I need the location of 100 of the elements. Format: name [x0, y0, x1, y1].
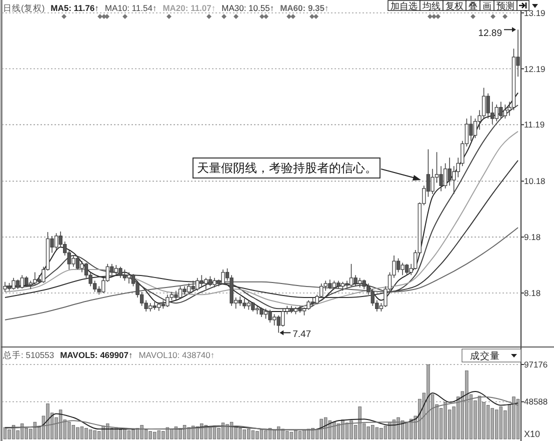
bar — [221, 422, 225, 440]
bar — [127, 430, 131, 440]
candlestick — [452, 166, 456, 194]
bar — [345, 422, 349, 440]
candlestick — [439, 166, 443, 192]
candlestick — [473, 118, 478, 139]
candlestick — [276, 314, 280, 334]
annotation: 成交量 — [470, 350, 500, 362]
toolbar-button: 预测 — [494, 0, 518, 11]
text: MA20: 11.07↑ — [162, 3, 216, 13]
toolbar-button: 画 — [480, 0, 494, 11]
candlestick — [16, 279, 20, 290]
y-tick-label: 8.18 — [524, 288, 541, 298]
bar — [306, 428, 310, 440]
bar — [182, 425, 186, 440]
bar — [80, 426, 84, 440]
candlestick — [486, 92, 490, 119]
y-tick-label: 97176 — [524, 359, 548, 370]
toolbar-button: 加自选 — [388, 0, 420, 11]
line-series — [4, 227, 518, 320]
candlestick — [20, 274, 24, 289]
candlestick — [268, 309, 272, 324]
bar — [384, 426, 388, 440]
candlestick — [204, 278, 208, 290]
y-tick-label: 11.19 — [524, 120, 545, 130]
candlestick — [443, 162, 448, 189]
bar — [33, 422, 37, 440]
candlestick — [251, 302, 255, 312]
text: MAVOL10: 438740↑ — [138, 350, 215, 360]
candlestick — [354, 274, 358, 287]
candlestick — [196, 278, 200, 292]
bar — [478, 396, 482, 440]
candlestick — [349, 264, 354, 287]
line-series — [4, 160, 518, 298]
bar — [166, 427, 170, 440]
candlestick — [12, 278, 16, 290]
candlestick — [208, 276, 212, 287]
candlestick — [328, 279, 332, 290]
bar — [260, 430, 264, 440]
candlestick — [174, 290, 178, 301]
candlestick — [191, 280, 195, 292]
toolbar-button: 复权 — [442, 0, 466, 11]
bar — [375, 427, 379, 440]
chart-title: 总手: 510553 — [2, 350, 54, 360]
candlestick — [246, 300, 251, 310]
candlestick — [358, 278, 362, 288]
bar — [3, 427, 7, 440]
bar — [230, 422, 234, 440]
annotation: 预测 — [496, 1, 514, 11]
bar — [298, 431, 302, 440]
annotation: 7.47 — [292, 329, 312, 340]
annotation: 画 — [482, 1, 492, 11]
bar — [516, 398, 520, 440]
y-tick-label: 13.19 — [524, 8, 546, 18]
toolbar-button: 均线 — [420, 0, 444, 11]
y-tick-label: 12.19 — [524, 64, 546, 74]
candlestick — [448, 157, 452, 186]
candlestick — [118, 266, 122, 278]
text: MA10: 11.54↑ — [104, 3, 157, 13]
candlestick — [260, 307, 264, 318]
text: MAVOL5: 469907↑ — [60, 350, 133, 360]
candlestick — [469, 115, 473, 142]
candlestick — [272, 314, 276, 326]
candlestick — [264, 308, 268, 320]
bar — [251, 430, 255, 440]
annotation: 复权 — [446, 1, 464, 11]
bar — [486, 405, 490, 440]
annotation: 天量假阴线，考验持股者的信心。 — [197, 161, 377, 175]
text: MA60: 9.35↑ — [280, 3, 329, 13]
bar — [290, 432, 294, 440]
candlestick — [482, 87, 486, 119]
y-tick-label: 9.18 — [524, 232, 541, 242]
bar — [118, 430, 122, 440]
candlestick — [54, 232, 58, 250]
candlestick — [72, 255, 76, 268]
candlestick — [24, 276, 28, 287]
bar — [336, 423, 340, 440]
candlestick — [242, 298, 246, 310]
candlestick — [127, 272, 131, 284]
bar — [58, 410, 62, 440]
candlestick — [80, 260, 84, 273]
candlestick — [178, 286, 182, 299]
candlestick — [76, 256, 80, 270]
y-tick-label: 10.18 — [524, 176, 546, 186]
candlestick — [212, 278, 216, 288]
chart-title: 日线(复权) — [3, 3, 45, 13]
candlestick — [33, 272, 37, 286]
candlestick — [186, 283, 191, 294]
annotation: 叠 — [468, 1, 478, 11]
annotation: 加自选 — [390, 1, 418, 11]
candlestick — [362, 279, 366, 290]
y-tick-label: 48588 — [524, 396, 548, 407]
text: X10 — [524, 429, 540, 439]
candlestick — [238, 296, 242, 306]
candlestick — [430, 168, 434, 194]
text: MA5: 11.76↑ — [50, 3, 99, 13]
annotation: 12.89 — [478, 28, 502, 39]
candlestick — [221, 269, 225, 286]
text: MA30: 10.55↑ — [222, 3, 274, 13]
candlestick — [396, 258, 400, 273]
